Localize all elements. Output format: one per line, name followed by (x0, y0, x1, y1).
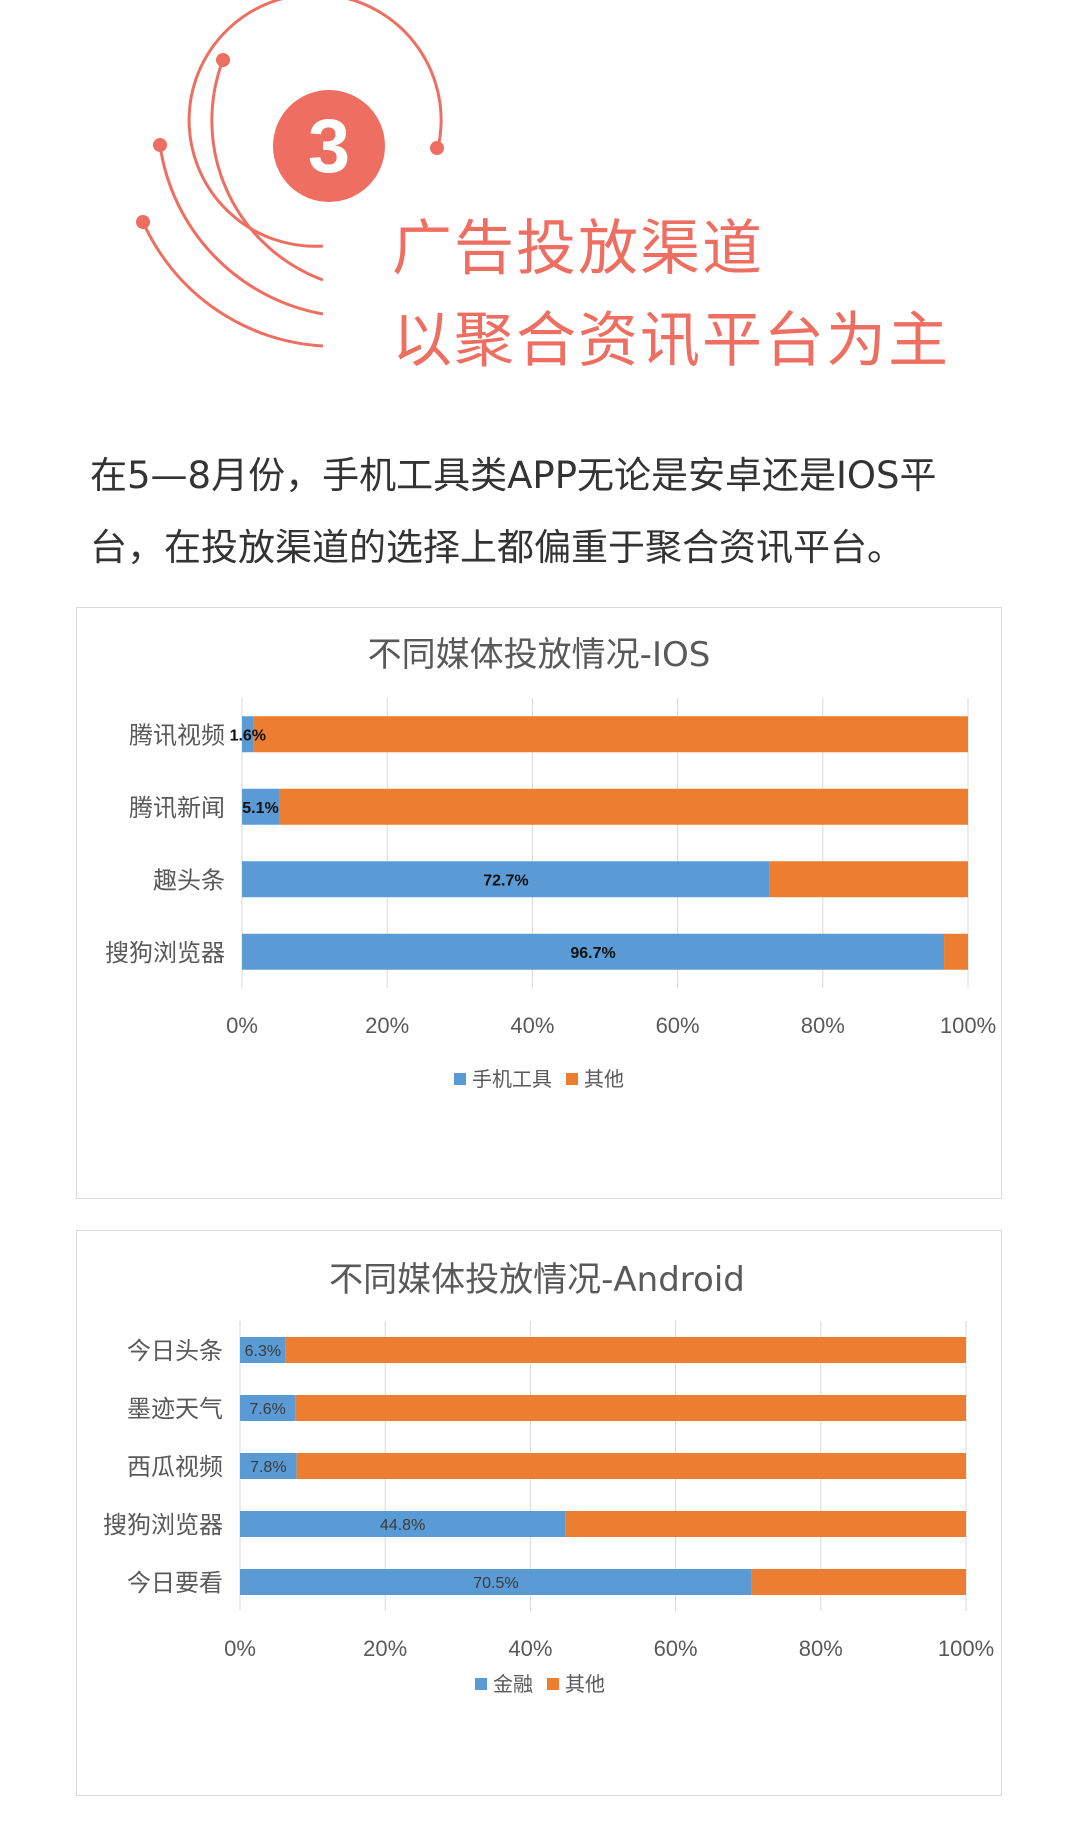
x-tick-label: 0% (224, 1636, 256, 1661)
chart-title: 不同媒体投放情况-IOS (368, 635, 711, 675)
headline-line-1: 广告投放渠道 (392, 214, 764, 284)
x-tick-label: 40% (510, 1013, 554, 1038)
legend-swatch (475, 1678, 487, 1690)
bar-segment-primary (242, 933, 945, 970)
bar-segment-primary (242, 788, 280, 825)
x-tick-label: 80% (799, 1636, 843, 1661)
decorative-arc (210, 59, 324, 282)
category-label: 今日要看 (127, 1569, 223, 1597)
decorative-arc (141, 221, 324, 348)
bar-segment-primary (240, 1395, 296, 1421)
legend-swatch (566, 1073, 578, 1085)
bar-segment-primary (242, 716, 254, 753)
chart-ios: 不同媒体投放情况-IOS 0% 20% 40% 60% 80% 100% 腾讯视频 1.6% 腾讯… (105, 635, 996, 1091)
x-tick-label: 100% (940, 1013, 996, 1038)
legend-label: 金融 (493, 1672, 533, 1696)
x-tick-label: 60% (656, 1013, 700, 1038)
chart-android-card: 不同媒体投放情况-Android 0% 20% 40% 60% 80% 100% 今日头条 6.… (76, 1230, 1002, 1796)
category-label: 墨迹天气 (127, 1395, 223, 1423)
decorative-dot (430, 141, 444, 155)
chart-title: 不同媒体投放情况-Android (329, 1260, 745, 1300)
data-label: 6.3% (245, 1343, 281, 1360)
intro-paragraph-line-2: 台，在投放渠道的选择上都偏重于聚合资讯平台。 (90, 526, 904, 569)
category-label: 今日头条 (127, 1337, 223, 1365)
number-badge (273, 90, 385, 202)
category-label: 搜狗浏览器 (105, 939, 225, 967)
bar-segment-primary (242, 861, 770, 898)
data-label: 5.1% (242, 800, 278, 817)
legend-label: 其他 (584, 1067, 624, 1091)
header-decoration: 3 (136, 0, 444, 348)
chart-ios-card: 不同媒体投放情况-IOS 0% 20% 40% 60% 80% 100% 腾讯视频 1.6% 腾讯… (76, 607, 1002, 1199)
data-label: 72.7% (483, 872, 528, 889)
legend-swatch (454, 1073, 466, 1085)
bar-segment-primary (240, 1337, 286, 1363)
bar-segment-other (295, 1395, 966, 1421)
bar-segment-primary (240, 1569, 752, 1595)
x-tick-label: 20% (363, 1636, 407, 1661)
bar-segment-primary (240, 1453, 297, 1479)
x-tick-label: 80% (801, 1013, 845, 1038)
legend-swatch (547, 1678, 559, 1690)
x-tick-label: 0% (226, 1013, 258, 1038)
data-label: 70.5% (473, 1575, 518, 1592)
chart-android: 不同媒体投放情况-Android 0% 20% 40% 60% 80% 100% 今日头条 6.… (103, 1260, 994, 1696)
category-label: 腾讯视频 (129, 721, 225, 749)
headline-line-2: 以聚合资讯平台为主 (392, 306, 950, 376)
legend-label: 其他 (565, 1672, 605, 1696)
data-label: 7.8% (250, 1459, 286, 1476)
category-label: 趣头条 (153, 866, 225, 894)
decorative-arc (158, 144, 324, 316)
bar-segment-other (565, 1511, 966, 1537)
x-tick-label: 100% (938, 1636, 994, 1661)
data-label: 44.8% (380, 1517, 425, 1534)
data-label: 96.7% (570, 945, 615, 962)
data-label: 1.6% (230, 727, 266, 744)
bar-segment-other (285, 1337, 966, 1363)
bar-segment-other (944, 933, 968, 970)
bar-segment-other (769, 861, 968, 898)
decorative-arc (187, 0, 443, 248)
bar-segment-other (253, 716, 969, 753)
decorative-dot (153, 138, 167, 152)
decorative-dot (136, 215, 150, 229)
intro-paragraph-line-1: 在5—8月份，手机工具类APP无论是安卓还是IOS平 (90, 454, 937, 497)
x-tick-label: 40% (508, 1636, 552, 1661)
legend-label: 手机工具 (472, 1067, 552, 1091)
category-label: 搜狗浏览器 (103, 1511, 223, 1539)
data-label: 7.6% (249, 1401, 285, 1418)
x-tick-label: 20% (365, 1013, 409, 1038)
category-label: 西瓜视频 (127, 1453, 223, 1481)
number-badge-label: 3 (308, 104, 350, 189)
decorative-dot (216, 53, 230, 67)
x-tick-label: 60% (654, 1636, 698, 1661)
bar-segment-other (751, 1569, 966, 1595)
bar-segment-primary (240, 1511, 566, 1537)
bar-segment-other (296, 1453, 966, 1479)
category-label: 腾讯新闻 (129, 794, 225, 822)
bar-segment-other (279, 788, 968, 825)
